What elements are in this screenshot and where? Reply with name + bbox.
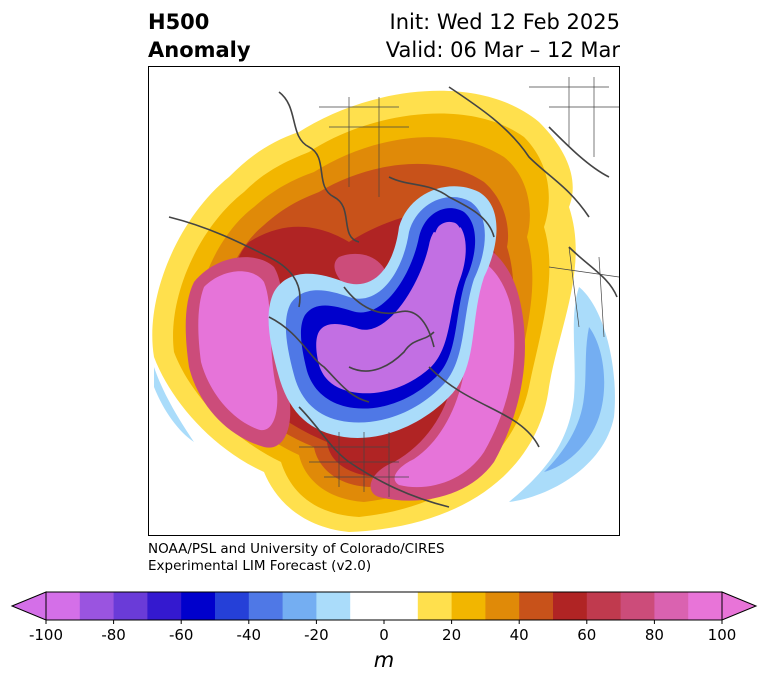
credit-line-2: Experimental LIM Forecast (v2.0): [148, 558, 372, 574]
colorbar-segment: [417, 592, 453, 620]
colorbar-tick-label: 0: [379, 626, 389, 644]
colorbar-segment: [46, 592, 81, 620]
colorbar-segment: [79, 592, 115, 620]
colorbar-tick-label: -100: [28, 626, 64, 644]
atlantic-negative-anomaly: [154, 287, 615, 502]
colorbar-segment: [586, 592, 622, 620]
colorbar-segment: [688, 592, 723, 620]
colorbar-segment: [316, 592, 351, 620]
colorbar-segment: [248, 592, 284, 620]
colorbar-segment: [451, 592, 486, 620]
colorbar-segment: [350, 592, 385, 620]
colorbar-tick-label: -60: [168, 626, 194, 644]
colorbar-segment: [113, 592, 148, 620]
credit-text: NOAA/PSL and University of Colorado/CIRE…: [148, 541, 445, 575]
colorbar-segment: [485, 592, 520, 620]
variable-label: H500: [148, 10, 210, 34]
positive-maxima: [185, 239, 525, 501]
colorbar-unit: m: [373, 648, 395, 672]
colorbar-segment: [384, 592, 419, 620]
chart-title: H500 Anomaly: [148, 8, 251, 64]
colorbar-tick-label: 100: [707, 626, 737, 644]
colorbar-tick-label: -20: [304, 626, 329, 644]
date-info: Init: Wed 12 Feb 2025 Valid: 06 Mar – 12…: [386, 8, 620, 64]
valid-range: Valid: 06 Mar – 12 Mar: [385, 38, 620, 62]
colorbar-tick-label: -80: [101, 626, 126, 644]
colorbar-tick-label: -40: [236, 626, 262, 644]
colorbar-tick-label: 20: [442, 626, 462, 644]
colorbar-segment: [215, 592, 250, 620]
colorbar-segment: [553, 592, 588, 620]
colorbar-tick-label: 40: [509, 626, 529, 644]
anomaly-map: [148, 66, 620, 536]
colorbar-segment: [620, 592, 655, 620]
colorbar-extend-min: [10, 591, 47, 621]
map-canvas: [152, 77, 619, 532]
field-label: Anomaly: [148, 38, 251, 62]
colorbar-segment: [181, 592, 216, 620]
colorbar: [10, 591, 758, 624]
political-borders: [299, 77, 619, 497]
coastlines: [168, 86, 618, 508]
colorbar-tick-label: 80: [644, 626, 664, 644]
colorbar-segment: [147, 592, 182, 620]
colorbar-segment: [282, 592, 317, 620]
colorbar-segment: [519, 592, 554, 620]
init-date: Init: Wed 12 Feb 2025: [389, 10, 620, 34]
colorbar-segment: [654, 592, 689, 620]
colorbar-extend-max: [721, 591, 758, 621]
colorbar-tick-label: 60: [577, 626, 597, 644]
credit-line-1: NOAA/PSL and University of Colorado/CIRE…: [148, 541, 445, 557]
